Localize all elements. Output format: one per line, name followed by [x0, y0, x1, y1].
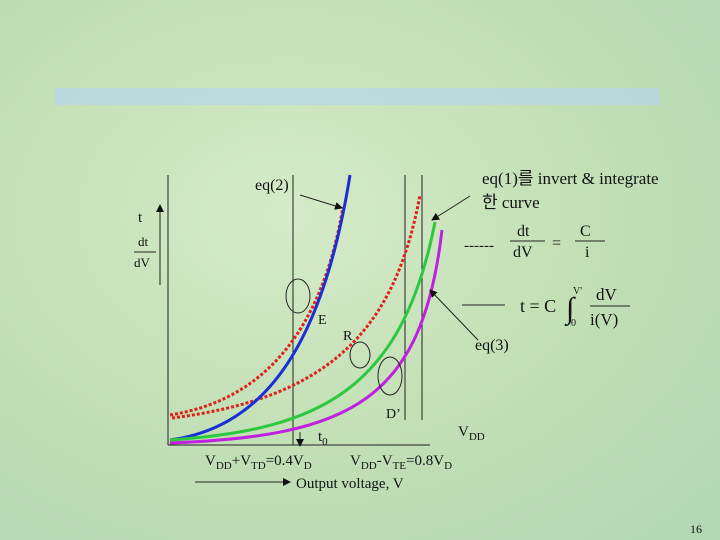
- vte-sub: TE: [393, 460, 407, 472]
- axes: [156, 175, 430, 486]
- vdd-main: V: [458, 424, 469, 440]
- E-label: E: [318, 313, 327, 328]
- t0-main: t: [318, 429, 323, 445]
- eq1-label: eq(1)를 invert & integrate: [482, 169, 659, 188]
- formula-lower: 0: [571, 318, 576, 329]
- green-curve: [169, 221, 437, 442]
- i-frac: i: [585, 244, 590, 261]
- red-dotted-curve: [171, 194, 422, 420]
- markers: [285, 194, 630, 396]
- vte-label: VDD-VTE=0.8VD: [350, 453, 452, 472]
- t0-label: t0: [318, 429, 328, 448]
- vtd-part: V: [205, 453, 216, 469]
- vte-part: -V: [377, 453, 393, 469]
- formula-upper: V': [573, 286, 582, 297]
- vdd-label: VDD: [458, 424, 485, 443]
- formula-num: dV: [596, 285, 618, 304]
- vte-sub: D: [444, 460, 452, 472]
- title-bar: [55, 88, 660, 105]
- vte-part: V: [350, 453, 361, 469]
- vte-sub: DD: [361, 460, 377, 472]
- dt-frac: dt: [517, 223, 530, 240]
- vtd-sub: DD: [216, 460, 232, 472]
- page-number: 16: [690, 522, 702, 536]
- formula-lhs: t = C: [520, 296, 556, 316]
- vdd-sub: DD: [469, 431, 485, 443]
- dt-label: dt: [138, 234, 149, 249]
- vte-part: =0.8V: [406, 453, 444, 469]
- dV-label: dV: [134, 255, 151, 270]
- dashes: ------: [464, 238, 494, 254]
- dV-frac: dV: [513, 244, 533, 261]
- Dprime-label: D’: [386, 407, 401, 422]
- t0-sub: 0: [322, 436, 328, 448]
- R-label: R: [343, 329, 353, 344]
- t-label: t: [138, 210, 143, 226]
- x-axis-label: Output voltage, V: [296, 476, 404, 492]
- eq2-label: eq(2): [255, 177, 289, 194]
- equals: =: [552, 235, 561, 252]
- blue-curve: [169, 174, 352, 442]
- eq1-label: 한 curve: [482, 193, 540, 212]
- vtd-sub: D: [304, 460, 312, 472]
- C-frac: C: [580, 223, 591, 240]
- vtd-part: =0.4V: [266, 453, 304, 469]
- vtd-sub: TD: [251, 460, 266, 472]
- vtd-part: +V: [232, 453, 251, 469]
- formula-integral: ∫: [564, 292, 576, 327]
- vtd-label: VDD+VTD=0.4VD: [205, 453, 312, 472]
- eq3-label: eq(3): [475, 337, 509, 354]
- formula-den: i(V): [590, 310, 618, 329]
